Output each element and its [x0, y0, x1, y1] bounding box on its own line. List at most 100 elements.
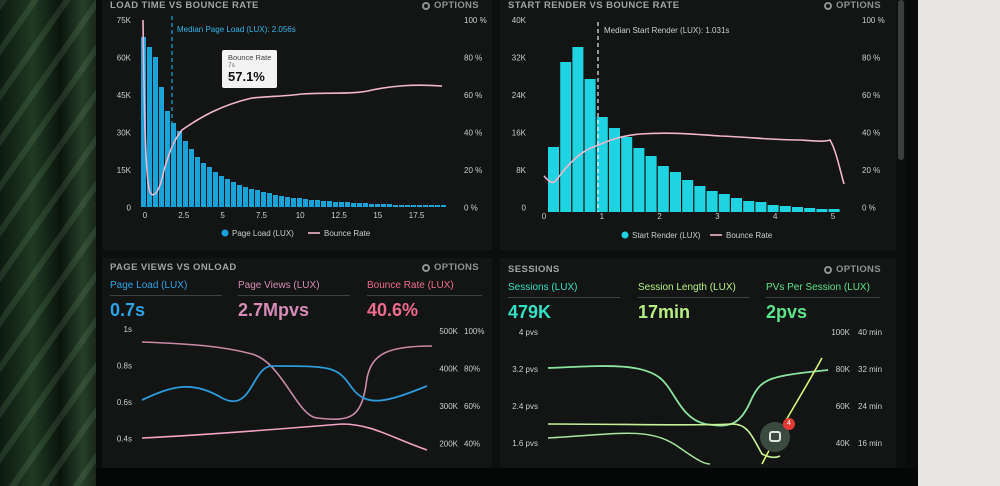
- histogram-bar[interactable]: [195, 157, 200, 207]
- histogram-bar[interactable]: [219, 176, 224, 207]
- scrollbar[interactable]: [898, 0, 904, 160]
- options-button[interactable]: OPTIONS: [824, 0, 881, 11]
- histogram-bar[interactable]: [731, 198, 742, 212]
- histogram-bar[interactable]: [273, 195, 278, 207]
- start-render-chart: Median Start Render (LUX): 1.031s 40K 32K…: [512, 16, 885, 240]
- y-axis-right-tick: 20 %: [862, 166, 880, 175]
- histogram-bar[interactable]: [321, 201, 326, 207]
- histogram-bar[interactable]: [767, 205, 779, 212]
- histogram-bar[interactable]: [309, 200, 314, 207]
- histogram-bar[interactable]: [548, 147, 559, 212]
- histogram-bar[interactable]: [243, 187, 248, 207]
- session-length-line: [547, 423, 781, 459]
- histogram-bar[interactable]: [327, 201, 332, 207]
- options-label: OPTIONS: [836, 0, 881, 11]
- histogram-bar[interactable]: [345, 202, 350, 207]
- options-button[interactable]: OPTIONS: [422, 0, 479, 11]
- histogram-bar[interactable]: [399, 205, 404, 207]
- histogram-bar[interactable]: [153, 57, 158, 207]
- histogram-bar[interactable]: [147, 47, 152, 207]
- histogram-bar[interactable]: [357, 203, 362, 207]
- legend-swatch-page-load: [221, 229, 229, 237]
- histogram-bar[interactable]: [694, 186, 706, 212]
- histogram-bar[interactable]: [369, 204, 374, 207]
- histogram-bar[interactable]: [333, 202, 338, 207]
- legend-bounce-rate[interactable]: Bounce Rate: [324, 229, 371, 238]
- histogram-bar[interactable]: [213, 172, 218, 207]
- histogram-bar[interactable]: [828, 209, 840, 212]
- histogram-bar[interactable]: [804, 208, 816, 212]
- histogram-bar[interactable]: [435, 205, 440, 207]
- y-axis-left-tick: 75K: [117, 16, 132, 25]
- histogram-bar[interactable]: [375, 204, 380, 207]
- histogram-bar[interactable]: [792, 207, 803, 212]
- histogram-bar[interactable]: [381, 204, 386, 207]
- legend-start-render[interactable]: Start Render (LUX): [632, 231, 701, 240]
- histogram-bar[interactable]: [560, 62, 572, 212]
- histogram-bar[interactable]: [755, 202, 767, 212]
- histogram-bar[interactable]: [351, 203, 356, 207]
- histogram-bar[interactable]: [584, 79, 596, 212]
- histogram-bar[interactable]: [363, 203, 368, 207]
- histogram-bar[interactable]: [779, 206, 791, 212]
- histogram-bar[interactable]: [303, 199, 308, 207]
- histogram-bar[interactable]: [231, 182, 236, 207]
- histogram-bar[interactable]: [291, 198, 296, 207]
- histogram-bar[interactable]: [261, 192, 266, 207]
- histogram-bar[interactable]: [429, 205, 434, 207]
- histogram-bar[interactable]: [645, 156, 657, 212]
- histogram-bar[interactable]: [405, 205, 410, 207]
- histogram-bar[interactable]: [171, 123, 176, 207]
- histogram-bar[interactable]: [633, 148, 645, 212]
- metric-value-page-views: 2.7Mpvs: [238, 300, 310, 320]
- legend-page-load[interactable]: Page Load (LUX): [232, 229, 294, 238]
- metric-value-sessions: 479K: [508, 302, 552, 322]
- histogram-bar[interactable]: [621, 137, 633, 212]
- y-axis-right-tick: 20 %: [464, 166, 482, 175]
- histogram-bar[interactable]: [249, 189, 254, 207]
- options-button[interactable]: OPTIONS: [422, 262, 479, 273]
- options-button[interactable]: OPTIONS: [824, 264, 881, 275]
- histogram-bar[interactable]: [201, 163, 206, 207]
- histogram-bar[interactable]: [609, 128, 620, 212]
- options-label: OPTIONS: [836, 264, 881, 275]
- histogram-bar[interactable]: [596, 117, 608, 212]
- histogram-bar[interactable]: [423, 205, 428, 207]
- histogram-bar[interactable]: [315, 200, 320, 207]
- histogram-bar[interactable]: [411, 205, 416, 207]
- histogram-bar[interactable]: [393, 205, 398, 207]
- monitor: LOAD TIME VS BOUNCE RATE OPTIONS Median …: [96, 0, 918, 486]
- histogram-bar[interactable]: [339, 202, 344, 207]
- histogram-bar[interactable]: [718, 194, 730, 212]
- histogram-bar[interactable]: [816, 209, 828, 212]
- bounce-rate-line: [142, 19, 443, 196]
- histogram-bar[interactable]: [572, 47, 584, 212]
- histogram-bar[interactable]: [743, 201, 755, 212]
- histogram-bar[interactable]: [267, 193, 272, 207]
- histogram-bar[interactable]: [141, 37, 146, 207]
- legend-bounce-rate[interactable]: Bounce Rate: [726, 231, 773, 240]
- histogram-bar[interactable]: [177, 131, 182, 207]
- x-axis-tick: 5: [220, 211, 225, 220]
- histogram-bar[interactable]: [159, 87, 164, 207]
- histogram-bar[interactable]: [207, 167, 212, 207]
- y-axis-right-tick: 100 %: [862, 16, 885, 25]
- histogram-bar[interactable]: [285, 197, 290, 207]
- histogram-bar[interactable]: [417, 205, 422, 207]
- histogram-bar[interactable]: [279, 196, 284, 207]
- histogram-bar[interactable]: [297, 198, 302, 207]
- histogram-bar[interactable]: [189, 149, 194, 207]
- histogram-bar[interactable]: [225, 179, 230, 207]
- histogram-bar[interactable]: [682, 180, 694, 212]
- metric-label-bounce-rate: Bounce Rate (LUX): [367, 280, 482, 296]
- histogram-bar[interactable]: [237, 185, 242, 207]
- histogram-bar[interactable]: [387, 204, 392, 207]
- x-axis-tick: 4: [773, 212, 778, 221]
- histogram-bar[interactable]: [255, 190, 260, 207]
- histogram-bar[interactable]: [657, 166, 669, 212]
- histogram-bar[interactable]: [441, 205, 446, 207]
- gear-icon: [422, 2, 430, 10]
- histogram-bar[interactable]: [670, 172, 681, 212]
- histogram-bar[interactable]: [706, 191, 718, 212]
- histogram-bar[interactable]: [183, 141, 188, 207]
